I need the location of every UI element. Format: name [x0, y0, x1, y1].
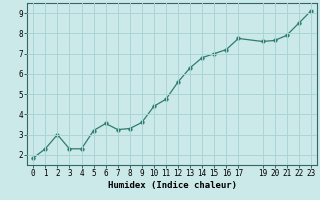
X-axis label: Humidex (Indice chaleur): Humidex (Indice chaleur) [108, 181, 236, 190]
